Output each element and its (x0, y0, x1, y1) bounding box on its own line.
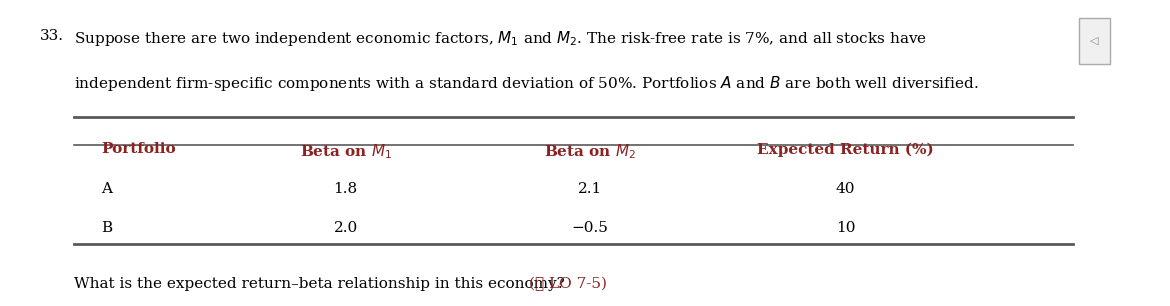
Text: B: B (102, 221, 112, 235)
Text: independent firm-specific components with a standard deviation of 50%. Portfolio: independent firm-specific components wit… (74, 74, 978, 93)
Text: Portfolio: Portfolio (102, 142, 176, 156)
Text: 10: 10 (835, 221, 855, 235)
Text: Beta on $M_2$: Beta on $M_2$ (544, 142, 636, 161)
Text: −0.5: −0.5 (572, 221, 608, 235)
Text: Expected Return (%): Expected Return (%) (757, 142, 934, 157)
Text: 2.1: 2.1 (578, 182, 603, 196)
Text: A: A (102, 182, 112, 196)
Text: ◁: ◁ (1090, 36, 1099, 46)
Text: 1.8: 1.8 (333, 182, 358, 196)
Text: Beta on $M_1$: Beta on $M_1$ (300, 142, 392, 161)
FancyBboxPatch shape (1079, 18, 1109, 64)
Text: 33.: 33. (40, 29, 64, 43)
Text: Suppose there are two independent economic factors, $M_1$ and $M_2$. The risk-fr: Suppose there are two independent econom… (74, 29, 927, 48)
Text: (⧉ LO 7-5): (⧉ LO 7-5) (529, 277, 607, 292)
Text: 2.0: 2.0 (333, 221, 358, 235)
Text: 40: 40 (835, 182, 855, 196)
Text: What is the expected return–beta relationship in this economy?: What is the expected return–beta relatio… (74, 277, 564, 291)
